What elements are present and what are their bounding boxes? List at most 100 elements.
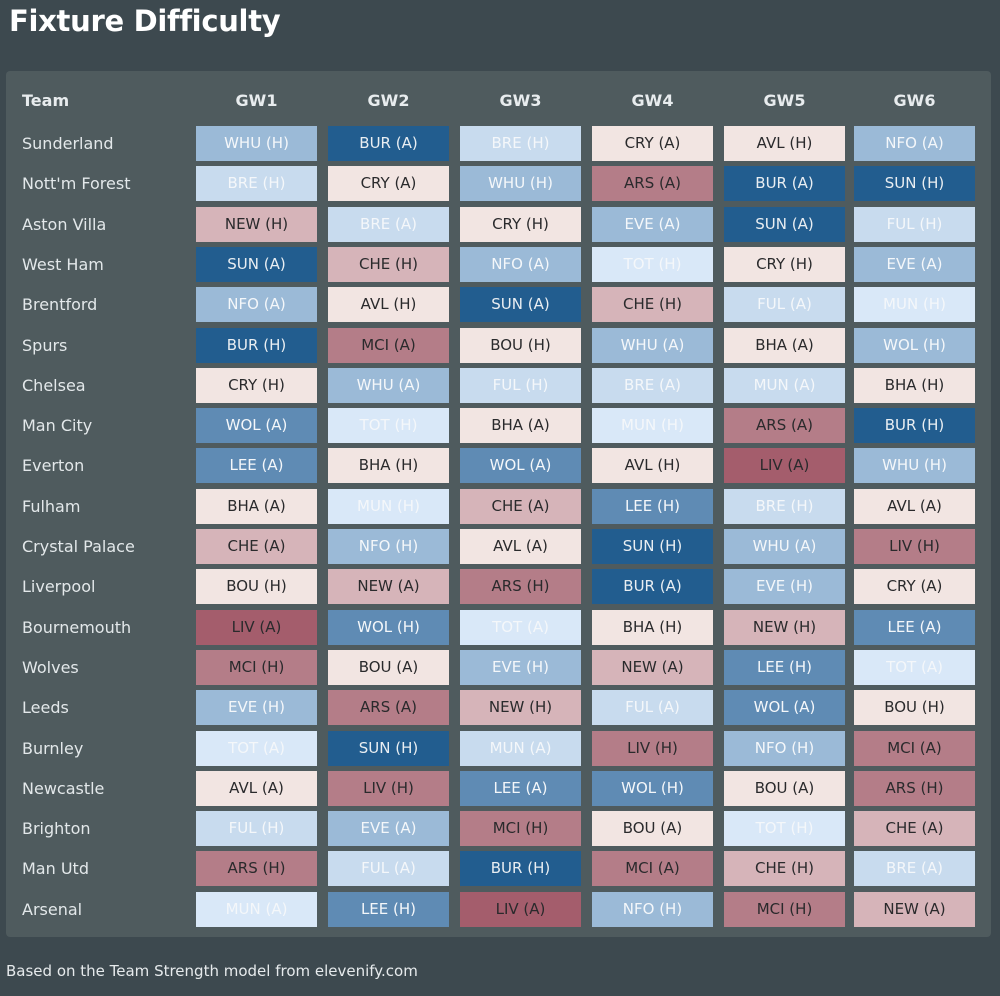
- team-name: Man Utd: [22, 859, 89, 878]
- fixture-cell: SUN (A): [724, 207, 845, 242]
- fixture-cell: WHU (H): [196, 126, 317, 161]
- fixture-cell: MUN (A): [460, 731, 581, 766]
- fixture-cell: WOL (H): [854, 328, 975, 363]
- team-name: Fulham: [22, 497, 81, 516]
- team-name: Wolves: [22, 658, 79, 677]
- fixture-cell: ARS (A): [328, 690, 449, 725]
- fixture-cell: WHU (H): [460, 166, 581, 201]
- fixture-cell: NEW (A): [854, 892, 975, 927]
- fixture-cell: BHA (H): [854, 368, 975, 403]
- fixture-cell: CRY (A): [854, 569, 975, 604]
- fixture-cell: BRE (A): [592, 368, 713, 403]
- gameweek-header: GW1: [235, 91, 278, 110]
- fixture-cell: NEW (H): [724, 610, 845, 645]
- team-column-header: Team: [22, 91, 70, 110]
- fixture-cell: WOL (A): [460, 448, 581, 483]
- fixture-cell: BRE (A): [854, 851, 975, 886]
- fixture-cell: WOL (H): [328, 610, 449, 645]
- fixture-cell: LIV (A): [460, 892, 581, 927]
- team-name: Newcastle: [22, 779, 105, 798]
- fixture-cell: SUN (H): [328, 731, 449, 766]
- fixture-cell: CRY (H): [460, 207, 581, 242]
- fixture-cell: MCI (A): [328, 328, 449, 363]
- fixture-cell: BHA (A): [724, 328, 845, 363]
- fixture-cell: ARS (H): [854, 771, 975, 806]
- team-name: Spurs: [22, 336, 68, 355]
- fixture-cell: CHE (H): [724, 851, 845, 886]
- team-name: Sunderland: [22, 134, 114, 153]
- fixture-cell: FUL (H): [854, 207, 975, 242]
- fixture-cell: EVE (H): [460, 650, 581, 685]
- fixture-cell: MCI (A): [854, 731, 975, 766]
- fixture-cell: BRE (H): [460, 126, 581, 161]
- fixture-cell: LEE (H): [724, 650, 845, 685]
- team-name: Aston Villa: [22, 215, 107, 234]
- fixture-cell: AVL (H): [328, 287, 449, 322]
- team-name: Liverpool: [22, 577, 96, 596]
- fixture-cell: BOU (A): [724, 771, 845, 806]
- fixture-cell: CRY (A): [328, 166, 449, 201]
- fixture-cell: BUR (A): [724, 166, 845, 201]
- team-name: Everton: [22, 456, 85, 475]
- gameweek-header: GW3: [499, 91, 542, 110]
- fixture-cell: EVE (H): [196, 690, 317, 725]
- fixture-cell: BRE (H): [196, 166, 317, 201]
- team-name: Bournemouth: [22, 618, 132, 637]
- fixture-cell: NEW (A): [328, 569, 449, 604]
- fixture-cell: FUL (A): [328, 851, 449, 886]
- fixture-cell: TOT (H): [328, 408, 449, 443]
- fixture-cell: BHA (H): [328, 448, 449, 483]
- fixture-cell: LIV (A): [196, 610, 317, 645]
- fixture-cell: CHE (A): [460, 489, 581, 524]
- fixture-cell: NEW (H): [196, 207, 317, 242]
- fixture-cell: AVL (A): [854, 489, 975, 524]
- gameweek-header: GW6: [893, 91, 936, 110]
- fixture-cell: TOT (A): [460, 610, 581, 645]
- team-name: Man City: [22, 416, 93, 435]
- fixture-cell: FUL (A): [592, 690, 713, 725]
- fixture-cell: AVL (A): [460, 529, 581, 564]
- fixture-cell: SUN (A): [196, 247, 317, 282]
- fixture-cell: NFO (H): [328, 529, 449, 564]
- fixture-cell: TOT (H): [592, 247, 713, 282]
- team-name: Brighton: [22, 819, 91, 838]
- fixture-cell: NEW (H): [460, 690, 581, 725]
- fixture-cell: FUL (A): [724, 287, 845, 322]
- fixture-cell: NFO (H): [592, 892, 713, 927]
- team-name: Chelsea: [22, 376, 86, 395]
- team-name: Crystal Palace: [22, 537, 135, 556]
- fixture-cell: MUN (H): [854, 287, 975, 322]
- fixture-cell: AVL (A): [196, 771, 317, 806]
- fixture-cell: EVE (H): [724, 569, 845, 604]
- fixture-cell: NFO (A): [854, 126, 975, 161]
- fixture-cell: BUR (H): [460, 851, 581, 886]
- fixture-cell: NFO (A): [196, 287, 317, 322]
- fixture-cell: FUL (H): [196, 811, 317, 846]
- fixture-cell: SUN (A): [460, 287, 581, 322]
- fixture-cell: MUN (A): [724, 368, 845, 403]
- fixture-cell: LIV (H): [592, 731, 713, 766]
- fixture-cell: ARS (A): [724, 408, 845, 443]
- fixture-cell: TOT (A): [196, 731, 317, 766]
- fixture-cell: NEW (A): [592, 650, 713, 685]
- fixture-cell: BRE (H): [724, 489, 845, 524]
- fixture-cell: BUR (H): [196, 328, 317, 363]
- fixture-cell: BHA (H): [592, 610, 713, 645]
- fixture-cell: TOT (A): [854, 650, 975, 685]
- gameweek-header: GW2: [367, 91, 410, 110]
- fixture-cell: BOU (A): [328, 650, 449, 685]
- fixture-cell: BOU (H): [854, 690, 975, 725]
- fixture-cell: FUL (H): [460, 368, 581, 403]
- fixture-cell: MCI (H): [196, 650, 317, 685]
- fixture-table: Team GW1 GW2 GW3 GW4 GW5 GW6 Sunderland WHU (H)…: [6, 71, 991, 937]
- team-name: Nott'm Forest: [22, 174, 131, 193]
- fixture-cell: CHE (A): [854, 811, 975, 846]
- fixture-cell: WOL (A): [724, 690, 845, 725]
- gameweek-header: GW5: [763, 91, 806, 110]
- fixture-cell: BOU (H): [460, 328, 581, 363]
- fixture-cell: BUR (A): [592, 569, 713, 604]
- fixture-cell: BRE (A): [328, 207, 449, 242]
- fixture-cell: EVE (A): [592, 207, 713, 242]
- fixture-cell: BUR (A): [328, 126, 449, 161]
- fixture-cell: ARS (H): [460, 569, 581, 604]
